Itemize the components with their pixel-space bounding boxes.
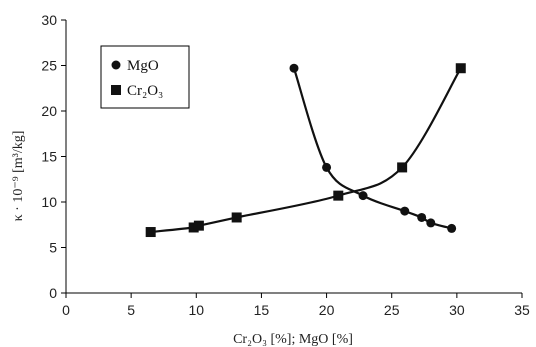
- legend-box: [100, 45, 190, 109]
- data-point-mgo: [426, 218, 436, 228]
- data-point-cr2o3: [397, 162, 408, 173]
- x-tick-label: 20: [319, 302, 335, 318]
- data-point-mgo: [400, 206, 410, 216]
- legend-marker-cr2o3: [111, 85, 121, 95]
- data-point-cr2o3: [193, 220, 204, 231]
- y-tick-label: 20: [41, 103, 57, 119]
- data-point-cr2o3: [333, 190, 344, 201]
- legend-label-cr2o3: Cr₂O₃: [127, 83, 163, 99]
- axes: 0 5 10 15 20 25 30 35 0 5 10 15 20 25 30: [41, 12, 530, 318]
- data-markers: [145, 63, 466, 238]
- data-point-cr2o3: [145, 227, 156, 238]
- legend: MgO Cr₂O₃: [100, 45, 190, 109]
- y-tick-label: 30: [41, 12, 57, 28]
- y-tick-label: 5: [49, 240, 57, 256]
- x-tick-label: 25: [384, 302, 400, 318]
- data-point-cr2o3: [188, 222, 199, 233]
- data-point-mgo: [417, 212, 427, 222]
- x-tick-label: 0: [62, 302, 70, 318]
- fit-curves: [150, 67, 462, 234]
- x-tick-label: 15: [254, 302, 270, 318]
- y-tick-label: 15: [41, 149, 57, 165]
- data-point-mgo: [358, 191, 368, 201]
- data-point-mgo: [289, 63, 299, 73]
- x-tick-label: 30: [449, 302, 465, 318]
- data-point-mgo: [322, 162, 332, 172]
- series-line-mgo: [292, 67, 452, 230]
- y-tick-label: 25: [41, 58, 57, 74]
- x-tick-label: 35: [514, 302, 530, 318]
- x-tick-label: 10: [188, 302, 204, 318]
- y-tick-label: 10: [41, 194, 57, 210]
- data-point-cr2o3: [231, 212, 242, 223]
- x-axis-label: Cr₂O₃ [%]; MgO [%]: [233, 332, 353, 347]
- y-tick-label: 0: [49, 285, 57, 301]
- data-point-cr2o3: [455, 63, 466, 74]
- data-point-mgo: [447, 223, 457, 233]
- y-axis-label: κ · 10⁻⁹ [m³/kg]: [11, 131, 26, 222]
- series-line-cr2o3: [150, 67, 462, 234]
- x-tick-label: 5: [127, 302, 135, 318]
- legend-marker-mgo: [111, 60, 121, 70]
- legend-label-mgo: MgO: [127, 58, 159, 74]
